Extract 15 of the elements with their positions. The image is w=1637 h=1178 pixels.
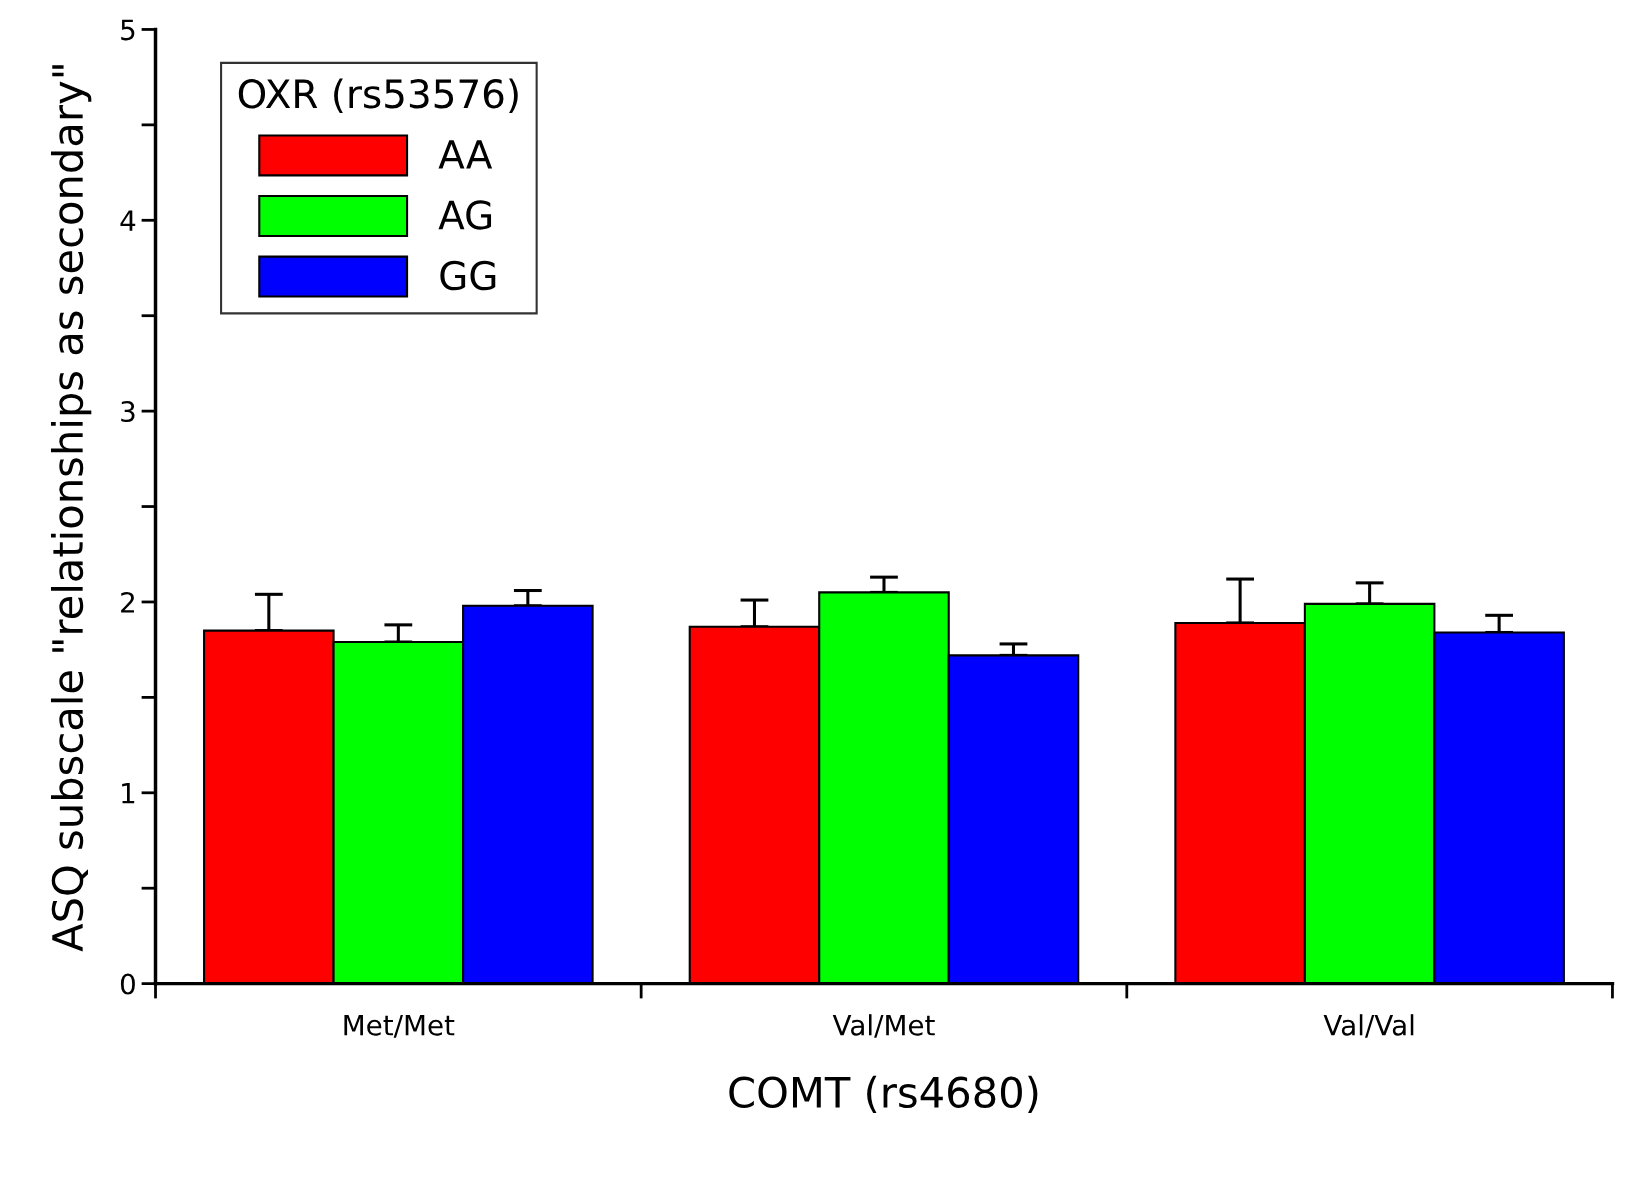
y-tick-label: 3 xyxy=(121,401,135,423)
y-tick-label: 0 xyxy=(120,973,135,995)
y-axis-title: ASQ subscale "relationships as secondary" xyxy=(50,65,92,952)
x-tick-label: Val/Val xyxy=(1323,1014,1414,1038)
y-tick-label: 5 xyxy=(121,19,135,41)
legend-title: OXR (rs53576) xyxy=(238,78,518,114)
y-tick-label: 1 xyxy=(122,783,135,804)
x-tick-label: Met/Met xyxy=(344,1015,455,1038)
legend-label: AA xyxy=(438,140,493,169)
legend-label: GG xyxy=(440,260,496,291)
x-tick-label: Val/Met xyxy=(832,1014,935,1038)
legend-label: AG xyxy=(438,200,492,230)
y-tick-label: 4 xyxy=(120,210,136,231)
y-tick-label: 2 xyxy=(121,591,134,613)
x-axis-title: COMT (rs4680) xyxy=(729,1075,1038,1113)
